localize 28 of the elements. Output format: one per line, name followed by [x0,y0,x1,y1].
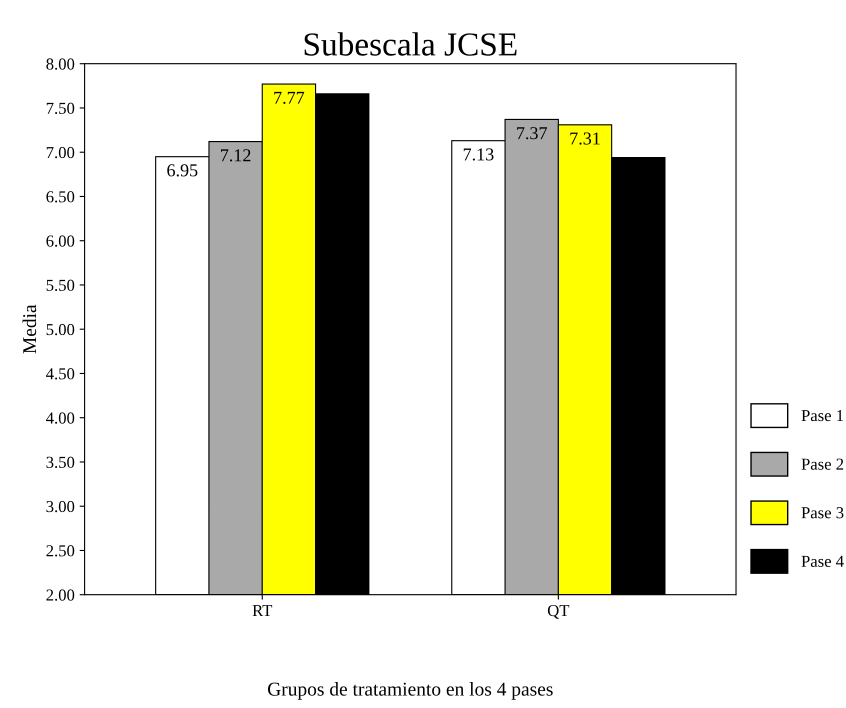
y-tick-label: 7.50 [46,102,74,114]
y-tick-label: 8.00 [46,58,74,70]
legend-label: Pase 3 [802,507,844,518]
data-label: 7.31 [570,132,600,145]
data-label: 6.95 [167,164,198,177]
legend-label: Pase 1 [802,410,844,422]
x-axis-title: Grupos de tratamiento en los 4 pases [268,682,553,700]
y-tick-label: 2.50 [46,545,74,556]
data-label: 7.12 [221,149,250,162]
x-tick-label: QT [548,604,570,619]
data-label: 7.77 [274,92,304,104]
x-tick-label: RT [252,605,272,616]
y-tick-label: 5.50 [46,280,74,291]
y-tick-label: 3.50 [46,456,74,468]
y-axis-title: Media [22,304,36,354]
data-label: 7.37 [517,127,547,140]
y-tick-label: 2.00 [46,589,74,601]
y-tick-label: 7.00 [46,146,74,158]
y-tick-label: 6.00 [46,235,74,247]
data-label: 7.13 [464,148,494,161]
y-tick-label: 4.00 [46,412,74,424]
legend-label: Pase 4 [802,556,844,567]
y-tick-label: 6.50 [46,191,74,202]
y-tick-label: 3.00 [46,500,74,512]
legend-label: Pase 2 [802,458,844,470]
chart-title: Subescala JCSE [304,32,517,56]
y-tick-label: 5.00 [46,324,74,336]
y-tick-label: 4.50 [46,368,74,380]
